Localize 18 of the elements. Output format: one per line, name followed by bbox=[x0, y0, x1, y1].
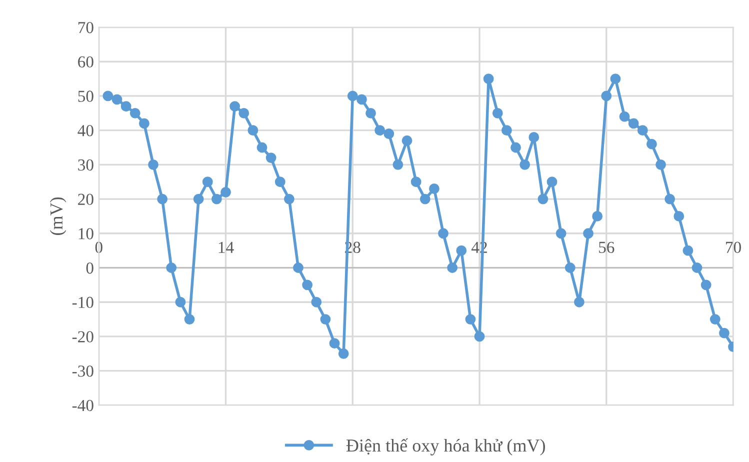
y-axis-title: (mV) bbox=[50, 197, 66, 235]
y-tick-label: 40 bbox=[78, 125, 94, 136]
y-tick-label: 10 bbox=[78, 228, 94, 240]
legend-label: Điện thế oxy hóa khử (mV) bbox=[346, 438, 545, 456]
y-tick-label: 70 bbox=[78, 22, 94, 34]
y-tick-label: -40 bbox=[72, 400, 94, 412]
x-tick-label: 70 bbox=[726, 242, 741, 254]
x-tick-label: 14 bbox=[218, 242, 234, 253]
y-tick-label: -20 bbox=[72, 331, 94, 342]
x-tick-label: 56 bbox=[599, 242, 614, 254]
y-tick-label: 50 bbox=[78, 90, 94, 102]
y-tick-label: -10 bbox=[72, 296, 94, 308]
y-tick-label: 20 bbox=[78, 194, 94, 205]
y-tick-label: 30 bbox=[78, 159, 94, 171]
y-tick-label: 0 bbox=[86, 262, 94, 274]
x-tick-label: 0 bbox=[95, 242, 102, 254]
y-tick-label: -30 bbox=[72, 366, 94, 377]
y-tick-label: 60 bbox=[78, 56, 94, 68]
